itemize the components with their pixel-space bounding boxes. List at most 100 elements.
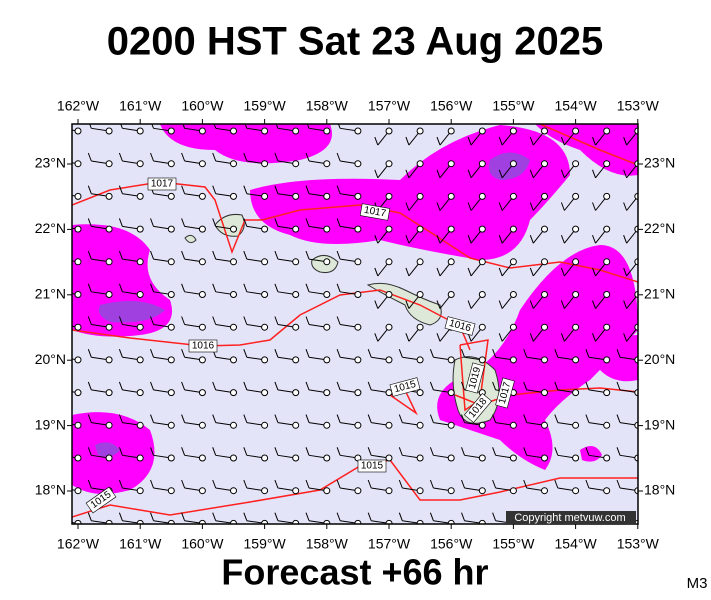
barb-station: [509, 127, 517, 135]
barb-station: [509, 291, 517, 298]
barb-station: [354, 389, 362, 397]
barb-feather: [374, 267, 379, 277]
barb-station: [323, 258, 331, 266]
barb-station: [198, 323, 206, 331]
barb-station: [74, 421, 82, 429]
barb-feather: [181, 512, 186, 521]
barb-feather: [305, 250, 310, 260]
longitude-label: 160°W: [181, 98, 224, 114]
barb-station: [572, 258, 580, 266]
barb-feather: [560, 300, 565, 309]
latitude-label: 19°N: [644, 416, 675, 432]
barb-station: [198, 389, 206, 397]
barb-feather: [87, 316, 92, 325]
barb-feather: [212, 512, 217, 521]
barb-station: [74, 160, 82, 168]
longitude-label: 157°W: [368, 98, 411, 114]
isobar-label-group: 1016: [444, 316, 476, 336]
barb-station: [603, 421, 611, 429]
barb-feather: [243, 349, 248, 358]
isobar-label: 1017: [151, 179, 174, 190]
barb-station: [167, 258, 175, 266]
barb-station: [572, 454, 580, 462]
barb-station: [323, 389, 331, 397]
barb-feather: [461, 414, 465, 423]
barb-station: [354, 127, 362, 135]
barb-feather: [367, 479, 372, 489]
barb-station: [416, 127, 424, 135]
barb-feather: [554, 479, 559, 489]
barb-station: [323, 454, 331, 462]
barb-station: [354, 356, 362, 364]
barb-station: [478, 127, 486, 135]
barb-feather: [467, 267, 472, 277]
barb-station: [261, 127, 269, 135]
barb-feather: [429, 447, 434, 456]
barb-feather: [529, 300, 534, 309]
barb-station: [572, 323, 580, 331]
barb-feather: [57, 251, 60, 259]
barb-station: [74, 192, 82, 200]
barb-station: [261, 487, 269, 495]
barb-station: [416, 258, 424, 266]
isobar-label-box: [389, 377, 421, 397]
barb-feather: [181, 414, 186, 423]
barb-feather: [87, 218, 92, 227]
barb-station: [354, 291, 362, 298]
barb-station: [261, 421, 269, 429]
barb-feather: [429, 414, 434, 423]
barb-station: [509, 225, 517, 233]
barb-station: [354, 258, 362, 266]
latitude-label: 18°N: [35, 482, 66, 498]
barb-station: [416, 389, 424, 397]
barb-station: [292, 258, 300, 266]
longitude-label: 159°W: [244, 536, 287, 552]
barb-station: [541, 389, 548, 397]
barb-feather: [461, 479, 465, 489]
barb-feather: [305, 512, 310, 521]
barb-feather: [467, 300, 472, 309]
barb-station: [74, 356, 82, 364]
barb-station: [230, 323, 237, 331]
footer: Forecast +66 hr: [221, 552, 488, 593]
barb-station: [603, 127, 611, 135]
map-frame: [71, 123, 639, 525]
isobar-label: 1016: [192, 341, 215, 352]
barb-station: [447, 421, 455, 429]
barb-station: [105, 356, 113, 364]
barb-station: [385, 389, 393, 397]
barb-station: [603, 356, 611, 364]
latitude-label: 21°N: [35, 286, 66, 302]
barb-station: [385, 356, 393, 364]
barb-station: [105, 225, 113, 233]
barb-feather: [274, 218, 279, 227]
barb-station: [541, 487, 548, 495]
barb-feather: [87, 447, 92, 456]
barb-station: [292, 192, 300, 200]
barb-station: [261, 454, 269, 462]
longitude-label: 162°W: [57, 536, 100, 552]
barb-feather: [243, 414, 248, 423]
barb-station: [447, 127, 455, 135]
barb-feather: [212, 250, 217, 260]
barb-feather: [616, 414, 621, 423]
copyright: Copyright metvuw.com: [514, 512, 625, 524]
barb-feather: [150, 479, 154, 489]
barb-station: [74, 225, 82, 233]
barb-feather: [405, 169, 410, 178]
barb-feather: [523, 414, 528, 423]
barb-feather: [274, 152, 279, 162]
barb-feather: [181, 250, 186, 260]
isobar-label-group: 1016: [188, 339, 218, 353]
longitude-label: 154°W: [555, 98, 598, 114]
latitude-label: 23°N: [644, 155, 675, 171]
latitude-label: 18°N: [644, 482, 675, 498]
barb-station: [323, 192, 331, 200]
barb-feather: [436, 235, 441, 244]
barb-station: [74, 323, 82, 331]
barb-station: [541, 323, 548, 331]
barb-feather: [87, 381, 92, 391]
barb-station: [323, 323, 331, 331]
longitude-label: 157°W: [368, 536, 411, 552]
latitude-label: 22°N: [35, 220, 66, 236]
